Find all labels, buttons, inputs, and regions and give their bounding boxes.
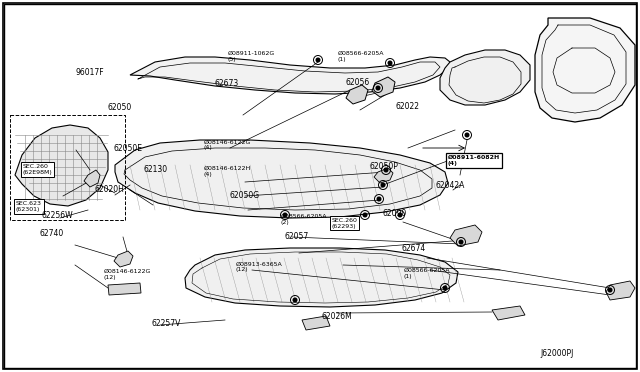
Text: 62050G: 62050G [229,191,259,200]
Text: Ø08566-6205A
(1): Ø08566-6205A (1) [338,51,385,62]
Text: 62256W: 62256W [42,211,73,219]
Text: 62740: 62740 [40,229,64,238]
Circle shape [460,240,463,244]
Text: Ø08913-6365A
(12): Ø08913-6365A (12) [236,262,282,273]
Circle shape [283,213,287,217]
Circle shape [608,288,612,292]
Polygon shape [185,248,458,307]
Polygon shape [15,125,108,206]
Text: 62022: 62022 [396,102,420,110]
Text: 62026M: 62026M [321,312,352,321]
Polygon shape [535,18,635,122]
Circle shape [443,286,447,290]
Polygon shape [606,281,635,300]
Polygon shape [492,306,525,320]
Circle shape [398,213,402,217]
Text: 62674: 62674 [402,244,426,253]
Text: 62257V: 62257V [152,319,181,328]
Text: 62090: 62090 [383,209,407,218]
Text: Ø08566-6205A
(1): Ø08566-6205A (1) [403,268,450,279]
Text: Ø08566-6205A
(2): Ø08566-6205A (2) [280,214,327,225]
Polygon shape [115,140,448,218]
Polygon shape [374,168,393,183]
Text: 62050: 62050 [108,103,132,112]
Text: Ø08911-6082H
(4): Ø08911-6082H (4) [448,155,500,166]
Circle shape [384,168,388,172]
Text: SEC.623
(62301): SEC.623 (62301) [16,201,42,212]
Polygon shape [302,316,330,330]
Polygon shape [450,225,482,246]
Circle shape [377,197,381,201]
Polygon shape [372,77,395,97]
Circle shape [293,298,297,302]
Polygon shape [84,170,100,187]
Text: 62050P: 62050P [370,162,399,171]
Circle shape [381,183,385,187]
Text: 96017F: 96017F [76,68,104,77]
Text: J62000PJ: J62000PJ [541,349,574,358]
Polygon shape [346,85,368,104]
Text: Ø08911-1062G
(5): Ø08911-1062G (5) [227,51,275,62]
Circle shape [376,86,380,90]
Text: 62020H: 62020H [95,185,125,194]
Text: Ø08146-6122G
(12): Ø08146-6122G (12) [104,269,151,280]
Text: Ø08146-6122G
(4): Ø08146-6122G (4) [204,140,251,151]
Text: Ø08146-6122H
(4): Ø08146-6122H (4) [204,166,251,177]
Text: 62050E: 62050E [114,144,143,153]
Polygon shape [114,251,133,267]
Text: 62057: 62057 [285,232,309,241]
Circle shape [388,61,392,65]
Polygon shape [130,57,450,94]
Polygon shape [108,283,141,295]
Circle shape [465,133,468,137]
Circle shape [364,213,367,217]
Polygon shape [440,50,530,105]
Circle shape [316,58,320,62]
Text: SEC.260
(62E98M): SEC.260 (62E98M) [22,164,52,175]
FancyBboxPatch shape [4,4,636,368]
Text: 62056: 62056 [346,78,370,87]
Text: 62673: 62673 [214,79,239,88]
Text: 62130: 62130 [144,165,168,174]
Text: 62042A: 62042A [435,182,465,190]
Text: SEC.260
(62293): SEC.260 (62293) [332,218,357,229]
